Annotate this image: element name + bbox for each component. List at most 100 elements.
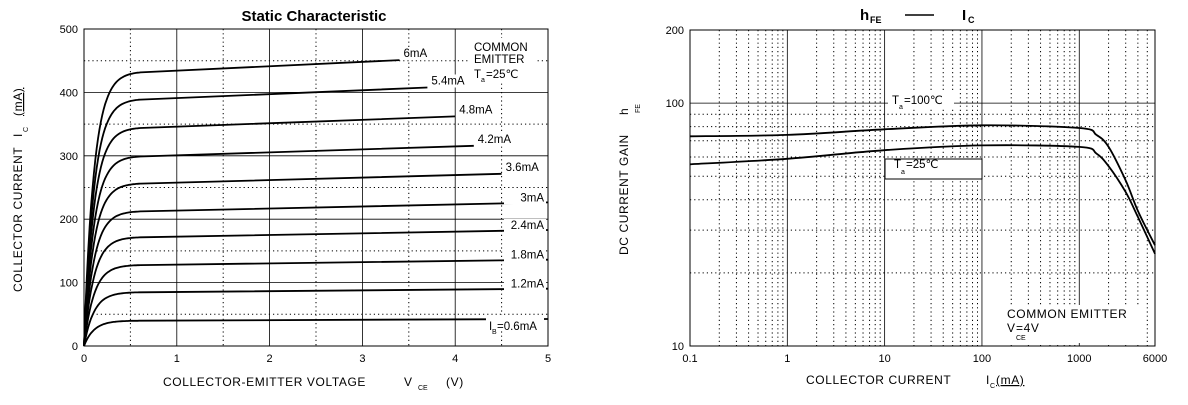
curve-label-bg	[430, 74, 473, 88]
ib-curve-6mA	[83, 59, 400, 347]
left-y-tick-label: 400	[60, 87, 78, 99]
curve-label-ib-value: =0.6mA	[497, 321, 537, 333]
left-y-axis-label: COLLECTOR CURRENT	[11, 147, 25, 292]
right-annotation-v-value: =4V	[1016, 321, 1040, 335]
left-y-axis-unit: (mA)	[11, 88, 25, 116]
left-x-axis-symbol: V	[404, 375, 413, 389]
right-y-axis-sub: FE	[635, 104, 642, 113]
right-x-tick-label: 0.1	[682, 353, 697, 365]
ib-curve-1_2mA	[83, 287, 549, 347]
curve-label-3_6mA: 3.6mA	[506, 162, 540, 174]
right-y-tick-label: 100	[666, 98, 684, 110]
curve-label-5_4mA: 5.4mA	[431, 75, 465, 87]
curve-label-2_4mA: 2.4mA	[511, 220, 545, 232]
left-x-tick-label: 3	[359, 353, 365, 365]
left-y-axis-symbol: I	[11, 133, 25, 137]
series-label-25c-sub: a	[901, 169, 905, 176]
right-title-i-sub: C	[968, 15, 975, 25]
curve-label-bg	[458, 103, 501, 117]
right-title-i: I	[962, 7, 966, 24]
right-y-axis-label-group: DC CURRENT GAIN h FE	[617, 104, 642, 255]
curve-label-6mA: 6mA	[404, 48, 428, 60]
annotation-ta-sub: a	[481, 77, 485, 84]
right-x-tick-label: 1000	[1067, 353, 1091, 365]
left-y-tick-label: 500	[60, 24, 78, 36]
right-x-tick-label: 6000	[1143, 353, 1167, 365]
left-y-ticks: 0 100 200 300 400 500	[60, 24, 78, 353]
curve-label-1_2mA: 1.2mA	[511, 279, 545, 291]
left-x-tick-label: 1	[174, 353, 180, 365]
annotation-common: COMMON	[474, 42, 528, 54]
curve-label-bg	[504, 277, 546, 291]
left-plot-frame	[83, 28, 549, 347]
right-y-axis-label: DC CURRENT GAIN	[617, 134, 631, 255]
ib-curve-2_4mA	[83, 229, 549, 347]
curve-label-bg	[486, 315, 544, 332]
curve-label-ib-sub: B	[492, 329, 497, 336]
left-curves	[83, 59, 549, 347]
annotation-ta-value: =25℃	[486, 69, 519, 81]
ib-curve-3_6mA	[83, 172, 502, 347]
right-x-axis-unit: (mA)	[996, 373, 1024, 387]
left-x-axis-label: COLLECTOR-EMITTER VOLTAGE	[163, 375, 366, 389]
right-grid	[690, 30, 1155, 346]
series-label-25c-box	[884, 158, 983, 180]
ib-curve-5_4mA	[83, 86, 428, 347]
left-x-axis-sub: CE	[418, 385, 428, 392]
series-label-100c: T a =100℃	[888, 93, 954, 111]
right-x-axis-symbol: I	[986, 373, 990, 387]
right-y-ticks: 10 100 200	[666, 25, 684, 353]
right-y-tick-label: 200	[666, 25, 684, 37]
series-label-100c-value: =100℃	[904, 95, 943, 107]
right-x-axis-label: COLLECTOR CURRENT	[806, 373, 951, 387]
hfe-curve-25c	[689, 144, 1156, 255]
left-curve-labels: 6mA 5.4mA 4.8mA 4.2mA 3.6mA 3mA 2.4mA 1.8mA 1.2m…	[402, 47, 547, 336]
annotation-emitter: EMITTER	[474, 54, 524, 66]
ib-curve-4_8mA	[83, 115, 456, 347]
curve-label-ib-symbol: I	[489, 321, 492, 333]
curve-label-ib-0_6ma: I B =0.6mA	[486, 315, 544, 336]
left-annotation: COMMON EMITTER T a =25℃	[470, 38, 536, 84]
curve-label-bg	[402, 47, 445, 61]
curve-label-3mA: 3mA	[520, 192, 544, 204]
right-annotation-v-sub: CE	[1016, 335, 1026, 342]
left-x-tick-label: 5	[545, 353, 551, 365]
right-annotation-v: V	[1007, 321, 1016, 335]
series-label-25c: T a =25℃	[884, 158, 983, 180]
hfe-ic-chart: h FE I C 0.1 1 10 100 1000 6000 10 100 200 T a …	[617, 7, 1167, 390]
right-title-h: h	[860, 7, 869, 24]
left-x-tick-label: 2	[267, 353, 273, 365]
right-y-axis-symbol: h	[617, 108, 631, 115]
right-plot-frame	[689, 29, 1156, 347]
left-y-tick-label: 300	[60, 151, 78, 163]
curve-label-bg	[504, 248, 546, 262]
curve-label-bg	[476, 132, 519, 146]
right-y-tick-label: 10	[672, 341, 684, 353]
series-label-25c-value: =25℃	[906, 159, 939, 171]
left-y-axis-sub: C	[23, 127, 30, 132]
left-y-tick-label: 200	[60, 214, 78, 226]
curve-label-bg	[504, 160, 547, 174]
ib-curve-0_6mA	[83, 318, 549, 347]
series-label-25c-symbol: T	[894, 159, 901, 171]
left-chart-title: Static Characteristic	[241, 8, 386, 25]
curve-label-4_2mA: 4.2mA	[478, 134, 512, 146]
curve-label-4_8mA: 4.8mA	[459, 104, 493, 116]
left-x-tick-label: 4	[452, 353, 458, 365]
left-y-axis-label-group: COLLECTOR CURRENT I C (mA)	[11, 88, 30, 292]
right-x-axis-sub: C	[990, 383, 995, 390]
left-x-ticks: 0 1 2 3 4 5	[81, 353, 551, 365]
right-curves	[689, 124, 1156, 255]
static-characteristic-chart: Static Characteristic 0 1 2 3 4 5 0 100 200 300 4…	[11, 8, 551, 392]
right-x-tick-label: 100	[973, 353, 991, 365]
left-x-axis-unit: (V)	[446, 375, 464, 389]
series-label-100c-sub: a	[899, 104, 903, 111]
right-title-h-sub: FE	[870, 15, 882, 25]
right-x-tick-label: 10	[879, 353, 891, 365]
left-annotation-bg	[470, 38, 536, 82]
annotation-ta-symbol: T	[474, 69, 481, 81]
right-annotation-bg	[1004, 305, 1144, 343]
curve-label-bg	[504, 219, 546, 233]
right-annotation-common: COMMON EMITTER	[1007, 307, 1127, 321]
